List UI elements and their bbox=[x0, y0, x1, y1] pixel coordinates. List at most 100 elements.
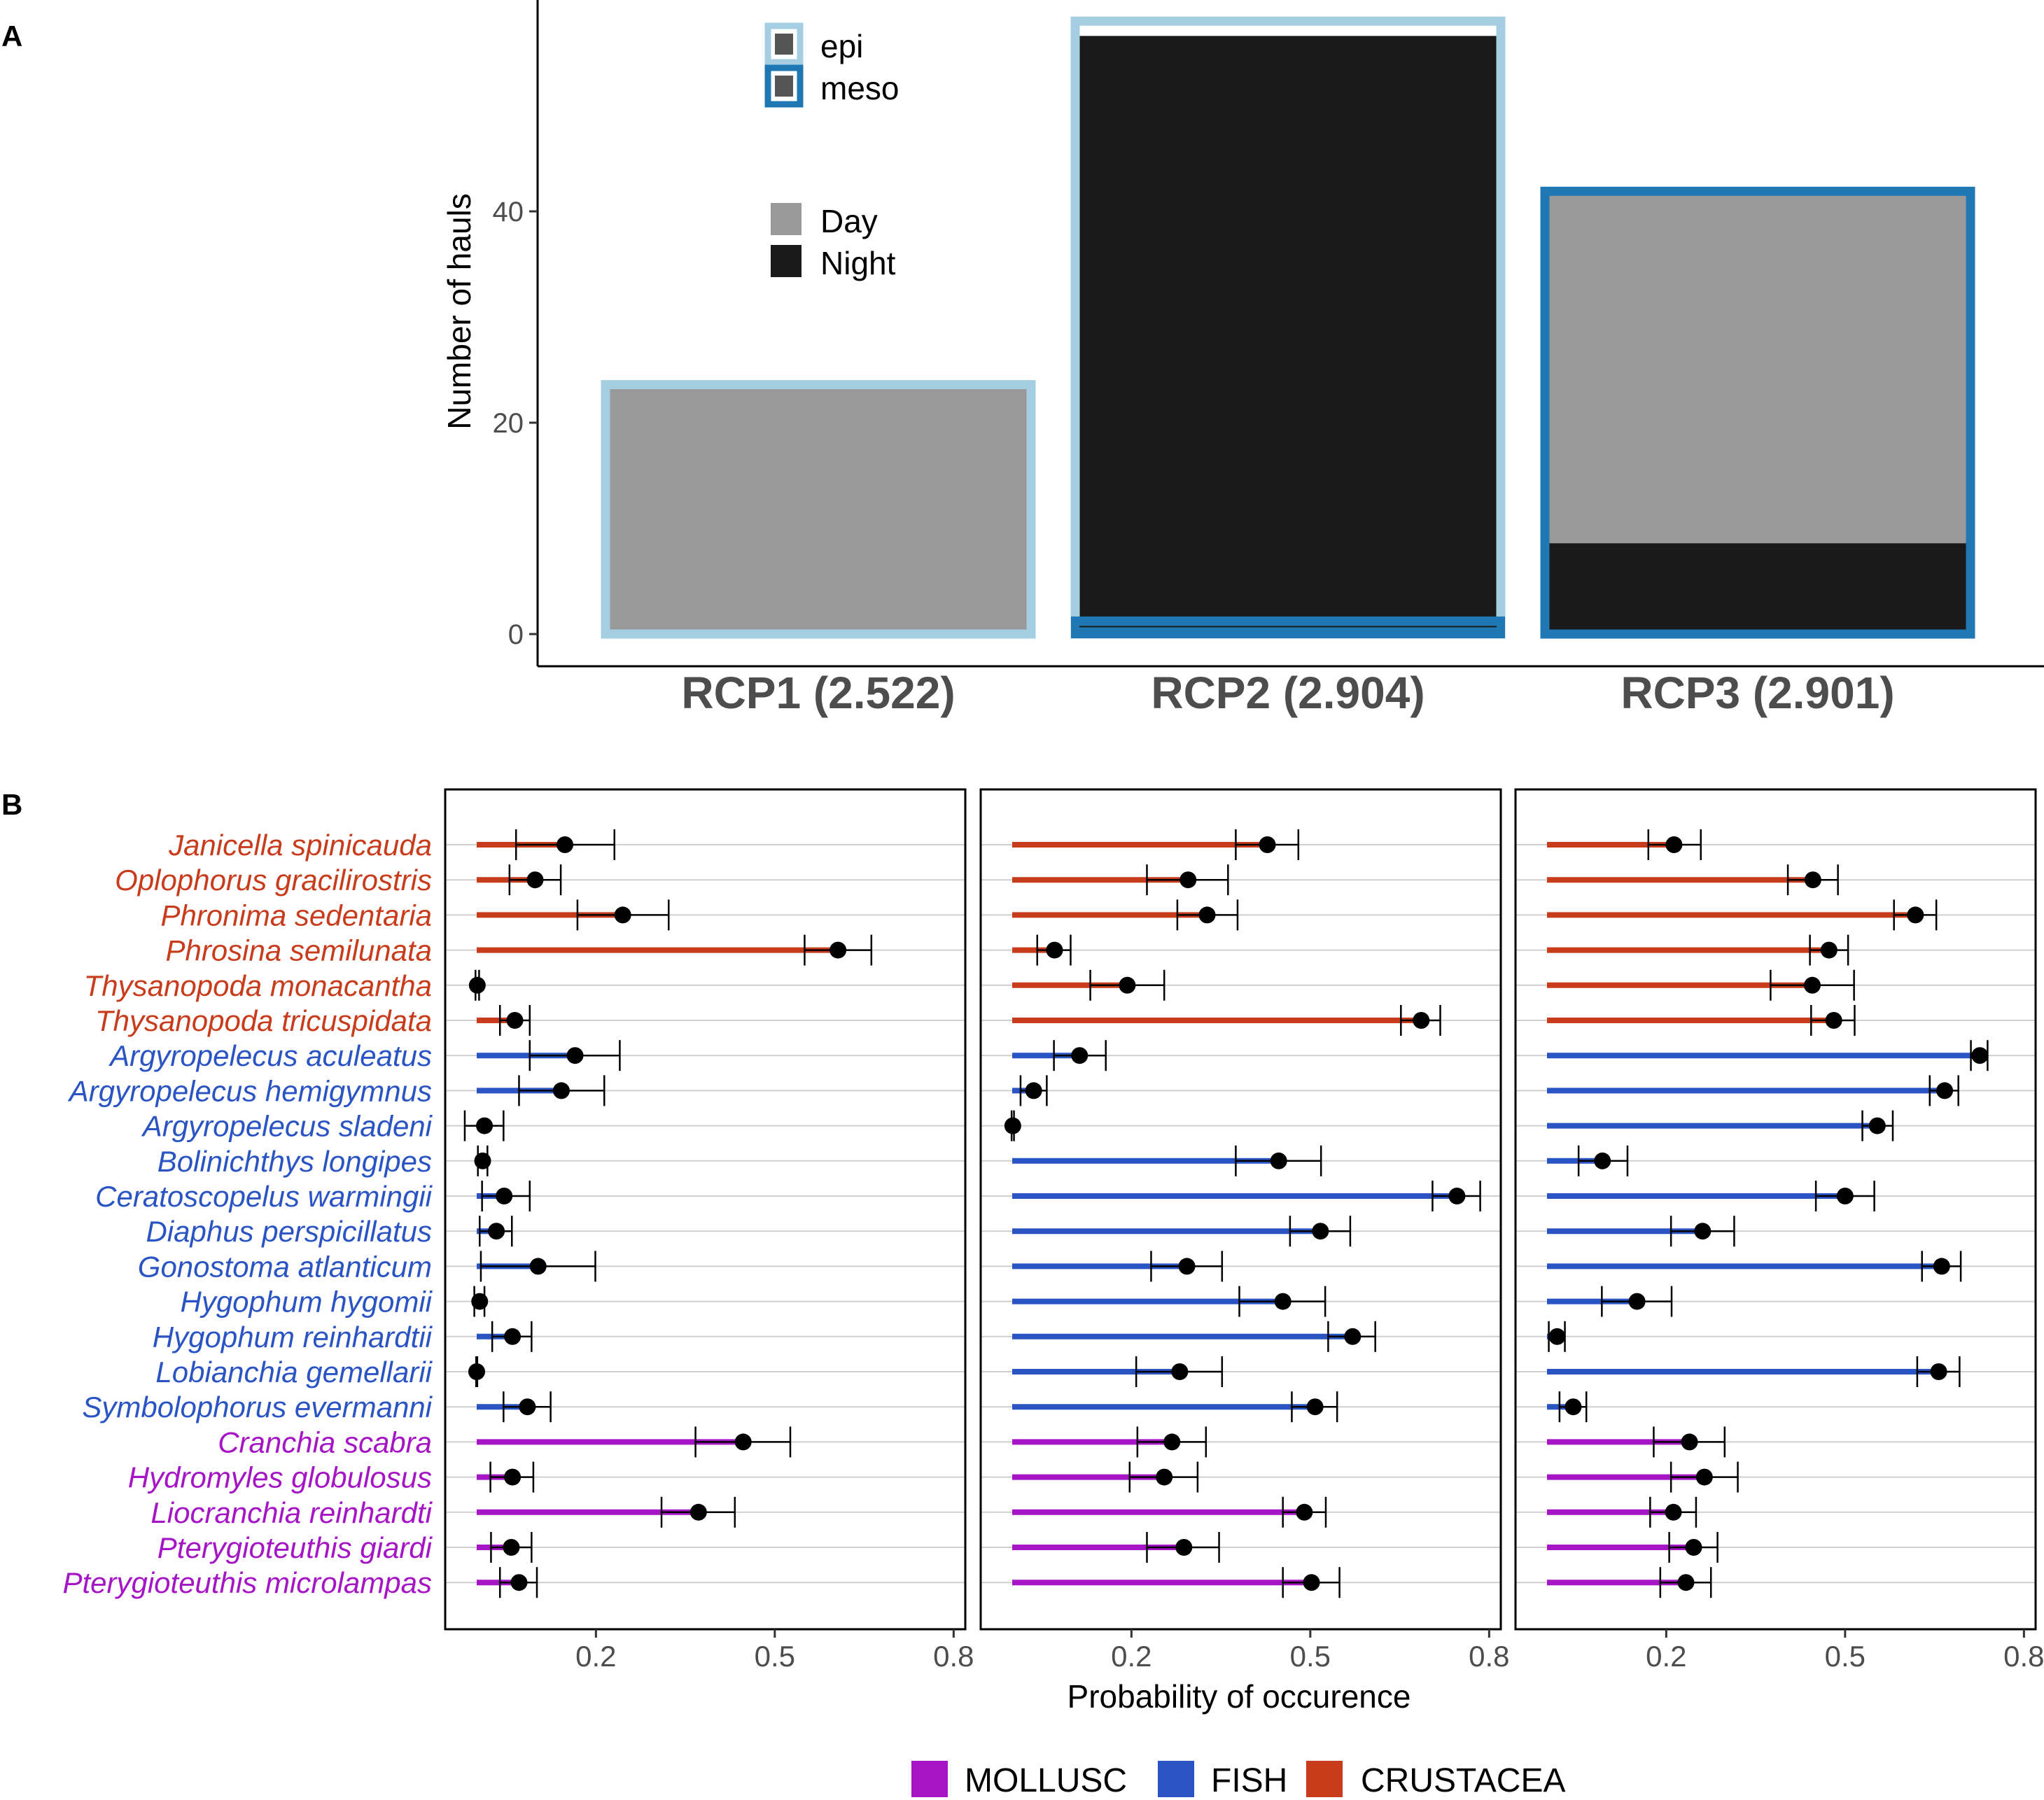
species-label: Pterygioteuthis giardi bbox=[158, 1531, 433, 1564]
legend-mollusc-swatch bbox=[911, 1761, 948, 1797]
mean-point bbox=[1868, 1117, 1886, 1134]
species-row bbox=[1547, 969, 1855, 1001]
bar-border bbox=[1540, 186, 1975, 639]
mean-point bbox=[1312, 1223, 1329, 1240]
species-row bbox=[474, 1145, 491, 1176]
y-tick-label: 0 bbox=[508, 619, 524, 650]
bar-3 bbox=[1540, 186, 1975, 639]
mean-point bbox=[1175, 1539, 1193, 1556]
legend-mollusc-label: MOLLUSC bbox=[965, 1762, 1127, 1799]
species-label: Bolinichthys longipes bbox=[158, 1145, 432, 1178]
x-tick-labels: RCP1 (2.522) RCP2 (2.904) RCP3 (2.901) bbox=[681, 668, 1894, 718]
species-row bbox=[1547, 1075, 1959, 1106]
species-row bbox=[1547, 1110, 1894, 1141]
x-axis-label: Probability of occurence bbox=[1068, 1678, 1411, 1715]
facet-frame bbox=[1514, 788, 2037, 1631]
mean-point bbox=[552, 1082, 570, 1099]
bar-day-segment bbox=[606, 384, 1031, 634]
species-label: Oplophorus gracilirostris bbox=[115, 864, 432, 897]
species-row bbox=[1547, 1145, 1629, 1176]
legend-night-label: Night bbox=[820, 245, 896, 281]
species-row bbox=[1547, 864, 1839, 896]
mean-point bbox=[1448, 1188, 1466, 1204]
mean-point bbox=[1933, 1258, 1950, 1275]
mean-point bbox=[1681, 1433, 1698, 1451]
facet-frame bbox=[979, 788, 1502, 1631]
mean-point bbox=[529, 1258, 547, 1275]
species-row bbox=[1547, 1496, 1698, 1528]
mean-point bbox=[1820, 941, 1837, 959]
legend-epi-swatch bbox=[775, 34, 793, 55]
species-label: Pterygioteuthis microlampas bbox=[62, 1566, 432, 1599]
y-tick-label: 20 bbox=[493, 408, 524, 439]
legend-night-swatch bbox=[771, 245, 802, 277]
mean-point bbox=[1198, 906, 1216, 924]
x-tick-label: 0.2 bbox=[575, 1640, 616, 1673]
mean-point bbox=[1694, 1223, 1712, 1240]
legend-crustacea-label: CRUSTACEA bbox=[1361, 1762, 1565, 1799]
species-row bbox=[1547, 1216, 1735, 1247]
legend-epi-label: epi bbox=[820, 28, 863, 64]
facets: 0.2 0.5 0.8 0.2 0.5 0.8 0.2 0.5 0.8 bbox=[444, 788, 2044, 1673]
mean-point bbox=[504, 1328, 522, 1345]
mean-point bbox=[1936, 1082, 1954, 1099]
mean-point bbox=[1025, 1082, 1042, 1099]
bar-2 bbox=[1070, 16, 1506, 639]
species-row bbox=[477, 1391, 552, 1423]
species-row bbox=[1547, 1181, 1875, 1211]
species-row bbox=[477, 864, 562, 896]
species-row bbox=[1012, 1145, 1322, 1176]
species-row bbox=[1547, 1040, 1989, 1071]
mean-point bbox=[1825, 1012, 1842, 1029]
mean-point bbox=[496, 1188, 513, 1204]
mean-point bbox=[519, 1398, 536, 1416]
species-row bbox=[477, 1075, 606, 1106]
species-row bbox=[1012, 899, 1239, 931]
panel-a: Number of hauls 0 20 40 RCP1 (2.522) RCP2 (… bbox=[441, 0, 2044, 718]
bars bbox=[601, 16, 1975, 639]
species-row bbox=[1012, 1075, 1048, 1106]
species-label: Liocranchia reinhardti bbox=[150, 1496, 433, 1529]
species-label: Argyropelecus sladeni bbox=[141, 1110, 433, 1143]
legend-meso-swatch bbox=[775, 76, 793, 97]
mean-point bbox=[1259, 836, 1276, 853]
mean-point bbox=[1971, 1047, 1989, 1064]
bar-night-segment bbox=[1075, 36, 1501, 634]
species-row bbox=[477, 1567, 538, 1598]
species-row bbox=[1547, 1391, 1588, 1423]
x-tick-label: 0.8 bbox=[2003, 1640, 2044, 1673]
species-row bbox=[477, 1426, 792, 1458]
mean-point bbox=[1695, 1468, 1713, 1486]
x-tick-label: 0.8 bbox=[933, 1640, 974, 1673]
mean-point bbox=[471, 1293, 489, 1310]
species-row bbox=[1012, 1181, 1481, 1211]
species-label: Gonostoma atlanticum bbox=[138, 1250, 432, 1283]
species-label: Symbolophorus evermanni bbox=[82, 1391, 433, 1423]
facet-rcp3: 0.2 0.5 0.8 bbox=[1514, 788, 2044, 1673]
mean-point bbox=[504, 1468, 522, 1486]
mean-point bbox=[1548, 1328, 1566, 1345]
species-row bbox=[1012, 1532, 1220, 1563]
legend-depth: epi meso bbox=[764, 22, 899, 108]
species-row bbox=[1012, 1567, 1340, 1598]
species-label: Hygophum hygomii bbox=[180, 1286, 433, 1319]
legend-day-swatch bbox=[771, 203, 802, 235]
mean-point bbox=[734, 1433, 752, 1451]
mean-point bbox=[1930, 1363, 1947, 1380]
mean-point bbox=[1907, 906, 1924, 924]
species-label: Argyropelecus hemigymnus bbox=[67, 1074, 432, 1107]
mean-point bbox=[1178, 1258, 1196, 1275]
species-row bbox=[468, 969, 486, 1001]
species-row bbox=[1012, 969, 1166, 1001]
mean-point bbox=[506, 1012, 524, 1029]
y-axis-label: Number of hauls bbox=[441, 193, 477, 430]
x-tick-label: 0.2 bbox=[1111, 1640, 1152, 1673]
species-row bbox=[1012, 1040, 1107, 1071]
species-row bbox=[1012, 1216, 1352, 1247]
species-row bbox=[1547, 1356, 1961, 1387]
species-row bbox=[1547, 1532, 1718, 1563]
species-row bbox=[1547, 1567, 1712, 1598]
legend-crustacea-swatch bbox=[1306, 1761, 1343, 1797]
